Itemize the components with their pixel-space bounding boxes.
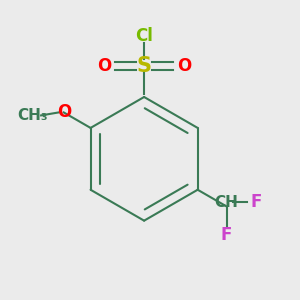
Text: Cl: Cl	[135, 27, 153, 45]
Text: O: O	[177, 57, 192, 75]
Text: CH₃: CH₃	[18, 108, 48, 123]
Text: F: F	[221, 226, 232, 244]
Text: O: O	[97, 57, 111, 75]
Text: S: S	[136, 56, 152, 76]
Text: O: O	[57, 103, 71, 122]
Text: F: F	[250, 194, 261, 211]
Text: CH: CH	[215, 195, 238, 210]
